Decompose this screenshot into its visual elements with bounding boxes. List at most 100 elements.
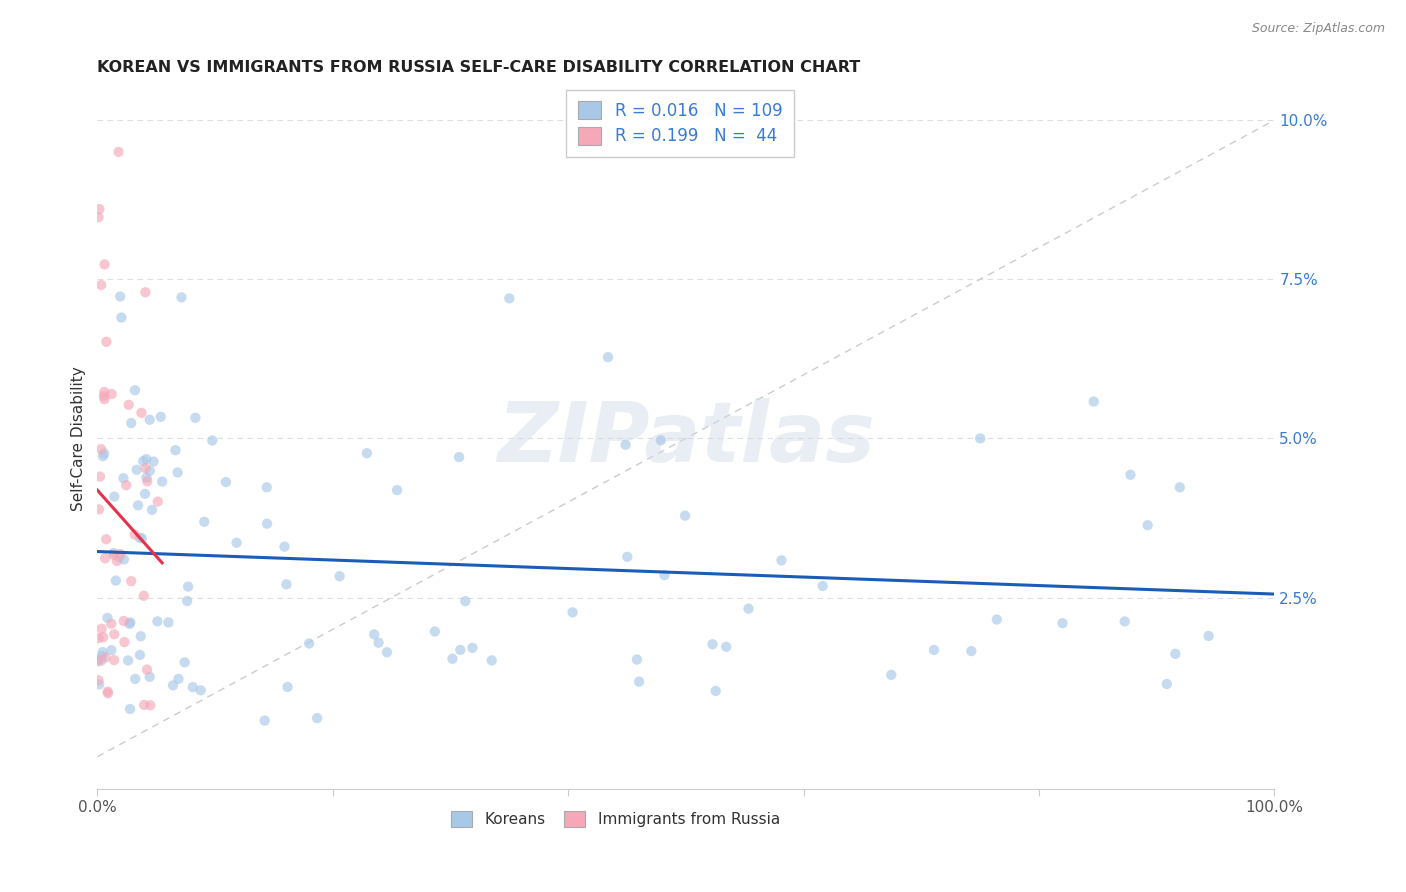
Point [225,535,247,549]
Point [89,469,111,483]
Point [91,648,114,663]
Point [256,516,278,531]
Point [90,654,112,668]
Point [626,652,648,666]
Point [96,533,118,547]
Point [118,702,141,716]
Point [673,508,696,523]
Point [441,652,464,666]
Point [201,434,224,448]
Point [94,551,117,566]
Point [157,615,180,630]
Point [181,680,204,694]
Point [112,471,135,485]
Point [93,446,115,460]
Point [298,636,321,650]
Point [97,686,120,700]
Point [103,653,125,667]
Point [100,616,122,631]
Text: ZIPatlas: ZIPatlas [496,398,875,479]
Point [89,202,111,216]
Y-axis label: Self-Care Disability: Self-Care Disability [72,366,86,511]
Point [107,145,129,159]
Point [1114,615,1136,629]
Point [170,290,193,304]
Point [89,677,111,691]
Point [716,640,738,654]
Point [276,577,298,591]
Point [118,398,141,412]
Text: KOREAN VS IMMIGRANTS FROM RUSSIA SELF-CARE DISABILITY CORRELATION CHART: KOREAN VS IMMIGRANTS FROM RUSSIA SELF-CA… [97,60,860,75]
Point [167,672,190,686]
Point [449,643,471,657]
Point [146,615,169,629]
Point [97,684,120,698]
Point [277,680,299,694]
Point [108,550,131,565]
Point [150,475,173,489]
Point [114,635,136,649]
Point [449,450,471,464]
Point [136,663,159,677]
Point [132,589,155,603]
Point [90,278,112,293]
Point [110,310,132,325]
Point [1164,647,1187,661]
Point [215,475,238,489]
Point [922,643,945,657]
Point [1156,677,1178,691]
Point [120,615,142,630]
Point [880,668,903,682]
Point [1083,394,1105,409]
Point [141,503,163,517]
Point [94,650,117,665]
Point [165,443,187,458]
Point [498,291,520,305]
Point [149,409,172,424]
Point [273,540,295,554]
Point [115,478,138,492]
Point [96,611,118,625]
Point [87,502,110,516]
Point [120,574,142,589]
Point [91,630,114,644]
Point [616,549,638,564]
Point [737,601,759,615]
Point [104,574,127,588]
Point [176,594,198,608]
Point [184,410,207,425]
Point [142,454,165,468]
Point [131,406,153,420]
Legend: Koreans, Immigrants from Russia: Koreans, Immigrants from Russia [444,805,786,833]
Point [166,466,188,480]
Point [120,416,142,430]
Point [811,579,834,593]
Point [103,546,125,560]
Point [770,553,793,567]
Point [129,629,152,643]
Point [960,644,983,658]
Point [256,480,278,494]
Point [100,643,122,657]
Point [118,616,141,631]
Point [132,454,155,468]
Point [103,627,125,641]
Point [136,475,159,489]
Point [173,656,195,670]
Point [356,446,378,460]
Point [596,350,619,364]
Point [93,257,115,271]
Point [91,449,114,463]
Point [628,674,651,689]
Point [87,210,110,224]
Point [105,554,128,568]
Point [363,627,385,641]
Point [90,622,112,636]
Point [128,531,150,545]
Point [702,637,724,651]
Point [139,464,162,478]
Point [423,624,446,639]
Point [108,289,131,303]
Point [986,613,1008,627]
Point [375,645,398,659]
